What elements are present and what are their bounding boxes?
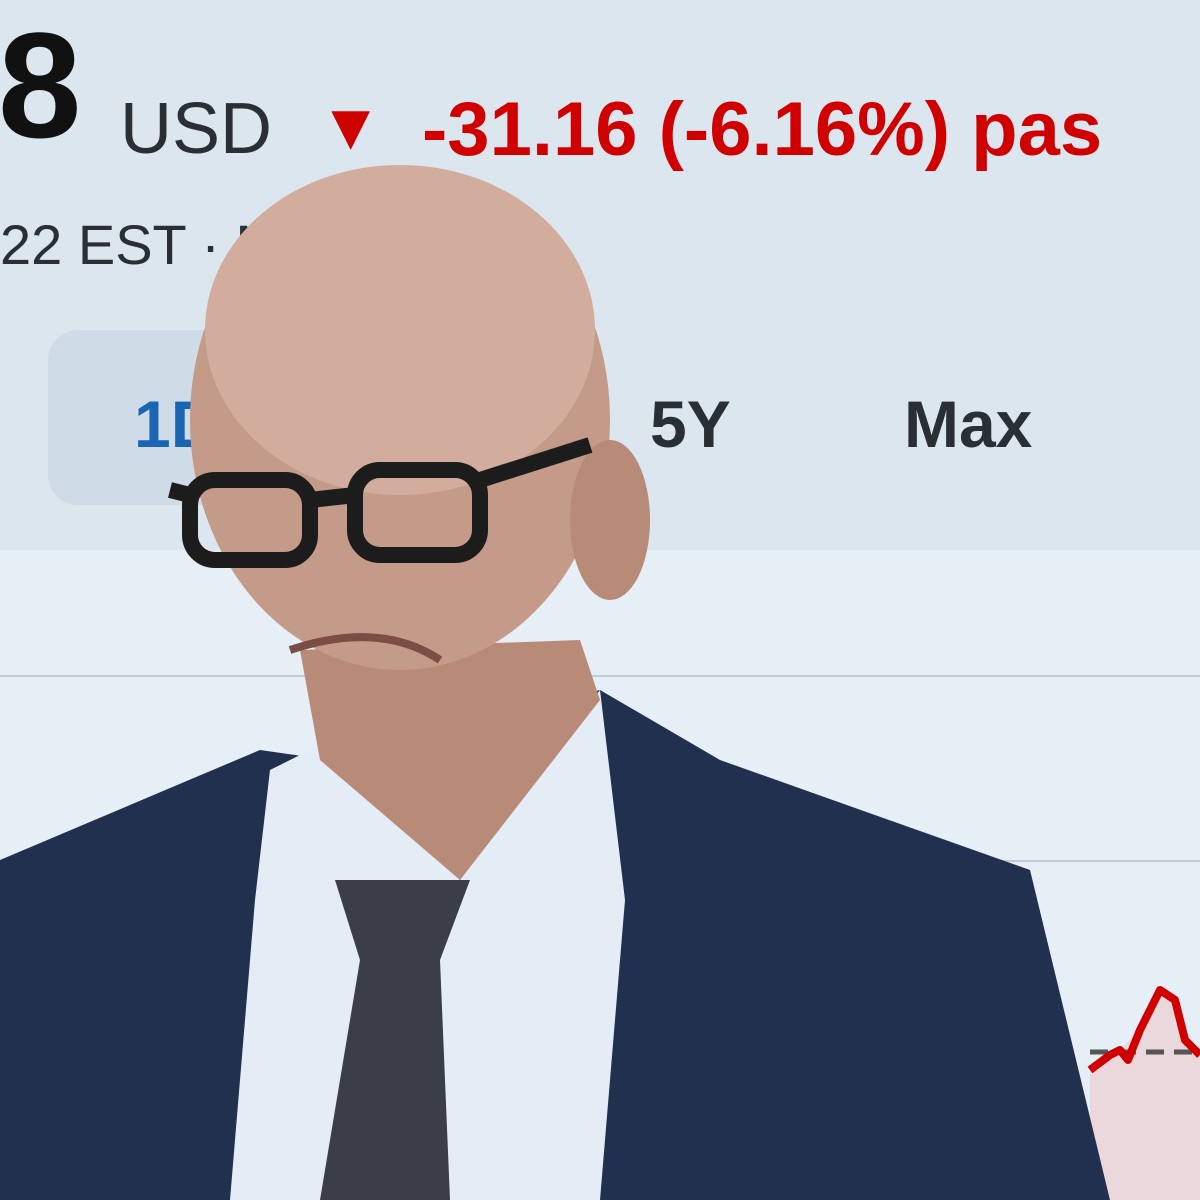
price-line xyxy=(1087,986,1200,1074)
gridline xyxy=(0,675,1200,677)
mouth xyxy=(288,633,443,664)
tab-5y[interactable]: 5Y xyxy=(650,387,731,461)
down-triangle-icon: ▼ xyxy=(318,89,384,163)
ear xyxy=(570,440,650,600)
tab-max[interactable]: Max xyxy=(904,387,1033,461)
glasses xyxy=(168,437,593,568)
price-change: -31.16 (-6.16%) pas xyxy=(422,87,1103,172)
price-chart xyxy=(1087,986,1200,1200)
head-top xyxy=(205,165,595,495)
neck xyxy=(300,640,600,880)
price-area xyxy=(1090,990,1200,1200)
tie xyxy=(320,880,470,1200)
currency-label: USD xyxy=(120,89,273,169)
price-value: 8 xyxy=(0,1,82,169)
